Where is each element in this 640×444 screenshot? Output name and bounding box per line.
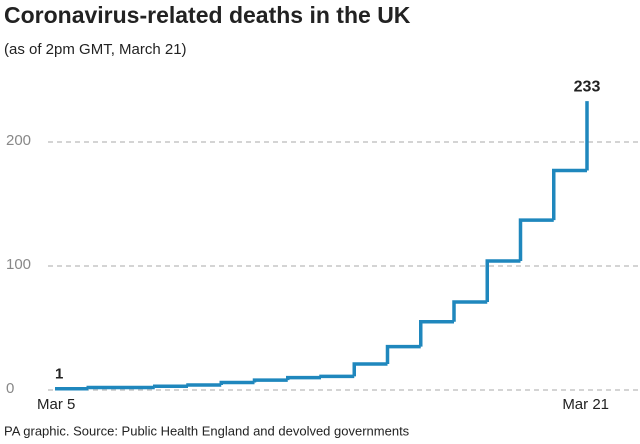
x-tick-label: Mar 5 (37, 396, 75, 413)
chart-title: Coronavirus-related deaths in the UK (4, 2, 411, 28)
step-segment (153, 384, 188, 389)
step-segment (286, 375, 321, 381)
step-segment (86, 385, 122, 390)
step-segment (319, 374, 355, 379)
y-tick-label: 200 (6, 132, 31, 149)
y-tick-label: 100 (6, 256, 31, 273)
step-segment (552, 168, 587, 221)
data-label: 233 (574, 78, 601, 95)
step-segment (186, 383, 222, 387)
step-segment (518, 218, 554, 262)
step-segment (419, 320, 454, 347)
step-segment (485, 259, 521, 302)
step-segment (219, 380, 255, 386)
step-segment (352, 362, 388, 377)
x-tick-label: Mar 21 (562, 396, 609, 413)
step-segment (385, 344, 421, 364)
step-segment (252, 378, 288, 383)
data-label: 1 (55, 366, 63, 383)
chart-subtitle: (as of 2pm GMT, March 21) (4, 41, 187, 58)
step-segment (452, 300, 488, 322)
source: PA graphic. Source: Public Health Englan… (4, 423, 410, 438)
y-tick-label: 0 (6, 380, 14, 397)
